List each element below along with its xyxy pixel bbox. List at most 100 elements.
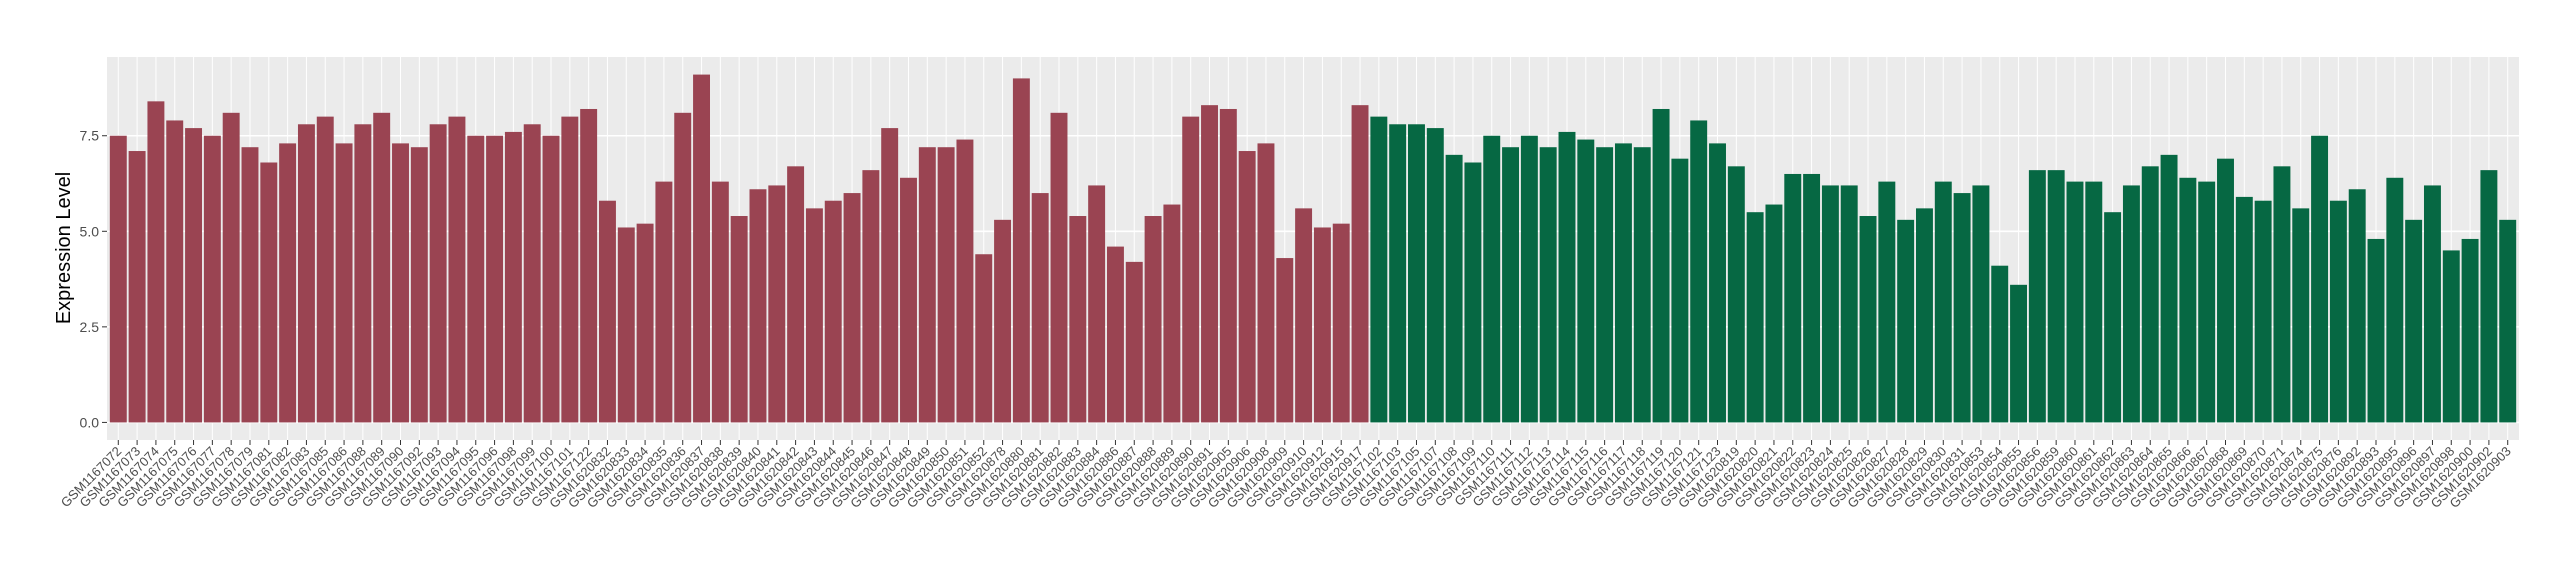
bar — [674, 112, 692, 423]
bar — [1840, 185, 1858, 423]
bar — [2386, 177, 2404, 423]
bar — [297, 124, 315, 423]
bar — [2179, 177, 2197, 423]
bar — [1408, 124, 1425, 423]
bar — [824, 200, 842, 423]
bar — [1483, 135, 1501, 423]
bar — [937, 147, 955, 423]
bar — [1088, 185, 1106, 423]
bar — [1953, 193, 1971, 423]
bar — [843, 193, 861, 423]
bar — [1859, 216, 1877, 423]
bar — [1238, 151, 1256, 423]
bar — [2160, 154, 2178, 423]
bar — [655, 181, 673, 423]
bar — [2085, 181, 2103, 423]
bar — [1577, 139, 1595, 423]
bar — [1295, 208, 1313, 423]
bar — [862, 170, 880, 423]
bar — [1276, 258, 1294, 423]
bar — [2423, 185, 2441, 423]
bar — [1972, 185, 1990, 423]
bar — [787, 166, 805, 423]
bar — [542, 135, 560, 423]
bar — [1878, 181, 1896, 423]
bar — [2273, 166, 2291, 423]
bar — [185, 128, 203, 423]
bar — [109, 135, 127, 423]
bar — [1012, 78, 1030, 423]
bar — [429, 124, 447, 423]
bar — [1746, 212, 1764, 423]
bar — [2348, 189, 2366, 423]
bar — [335, 143, 353, 423]
bar — [2217, 158, 2234, 423]
bar — [1313, 227, 1331, 423]
bar — [2480, 170, 2498, 423]
bar — [166, 120, 184, 423]
bar — [1389, 124, 1407, 423]
bar — [2198, 181, 2216, 423]
bar — [279, 143, 297, 423]
bar — [975, 254, 993, 423]
bar — [1370, 116, 1388, 423]
bar — [2104, 212, 2122, 423]
bar — [617, 227, 635, 423]
bar — [1614, 143, 1632, 423]
bar — [1464, 162, 1482, 423]
bar — [222, 112, 240, 423]
bar — [1163, 204, 1181, 423]
bar — [1332, 223, 1350, 423]
bar — [1671, 158, 1689, 423]
bar — [711, 181, 729, 423]
bar — [918, 147, 936, 423]
bar — [241, 147, 259, 423]
bar — [2010, 284, 2028, 423]
bar — [1144, 216, 1162, 423]
bar — [2047, 170, 2065, 423]
bar — [1690, 120, 1708, 423]
bar — [1201, 105, 1218, 423]
bar — [1539, 147, 1557, 423]
bar — [316, 116, 334, 423]
bar — [693, 74, 710, 423]
bar — [2141, 166, 2159, 423]
bar — [2254, 200, 2272, 423]
bar — [730, 216, 748, 423]
bar — [580, 108, 598, 423]
bar — [410, 147, 428, 423]
bar — [1106, 246, 1124, 423]
bar — [1727, 166, 1745, 423]
y-tick-label: 7.5 — [80, 128, 100, 144]
bar — [373, 112, 391, 423]
bar — [2442, 250, 2460, 423]
bar — [1502, 147, 1520, 423]
bar — [2329, 200, 2347, 423]
bar — [1897, 219, 1915, 423]
y-tick-label: 5.0 — [80, 223, 100, 239]
bar — [1821, 185, 1839, 423]
bar — [1803, 173, 1821, 423]
bar — [2367, 238, 2385, 423]
bar — [2028, 170, 2046, 423]
bar — [392, 143, 409, 423]
bar — [900, 177, 917, 423]
bar — [486, 135, 504, 423]
bar — [504, 131, 522, 423]
bar — [448, 116, 466, 423]
bar — [598, 200, 616, 423]
bar — [1633, 147, 1651, 423]
bar — [1031, 193, 1049, 423]
bar — [956, 139, 974, 423]
bar — [1050, 112, 1068, 423]
bar — [805, 208, 823, 423]
bar — [1765, 204, 1783, 423]
bar — [2122, 185, 2140, 423]
bar — [1351, 105, 1369, 423]
bar — [1257, 143, 1275, 423]
bar — [2235, 196, 2253, 423]
bar — [260, 162, 278, 423]
bar — [147, 101, 165, 423]
